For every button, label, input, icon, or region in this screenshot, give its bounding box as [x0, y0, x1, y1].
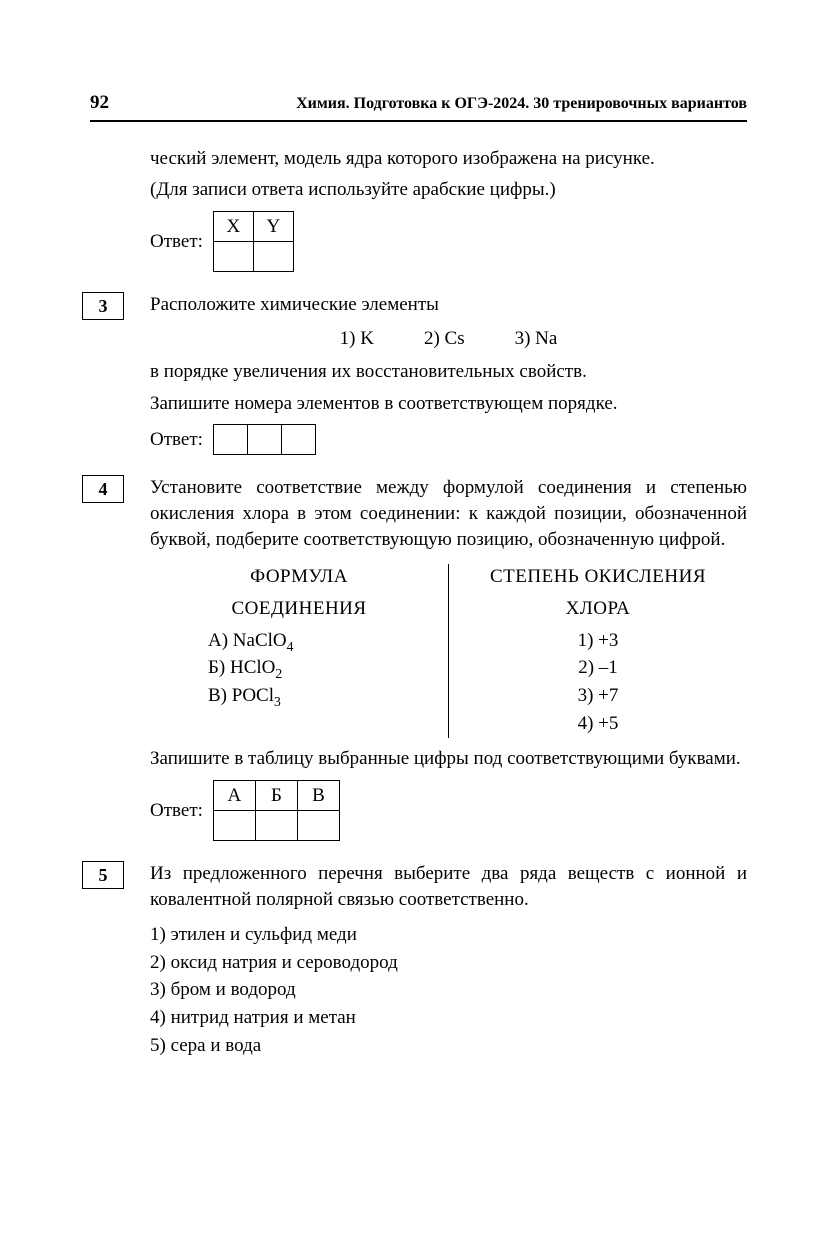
q3-cell-3[interactable] — [281, 425, 315, 455]
fragment-block: ческий элемент, модель ядра которого изо… — [150, 146, 747, 272]
q5-opt3: 3) бром и водород — [150, 977, 747, 1003]
task-number-3: 3 — [82, 292, 124, 320]
q4-header-v: В — [297, 780, 339, 810]
q5-options-list: 1) этилен и сульфид меди 2) оксид натрия… — [150, 922, 747, 1058]
q4-degree-list: 1) +3 2) –1 3) +7 4) +5 — [465, 628, 731, 737]
page-number: 92 — [90, 90, 109, 116]
question-4: 4 Установите соответствие между формулой… — [150, 475, 747, 840]
fragment-line1: ческий элемент, модель ядра которого изо… — [150, 146, 747, 172]
answer-label: Ответ: — [150, 229, 203, 255]
task-number-4: 4 — [82, 475, 124, 503]
q3-opt1: 1) K — [340, 326, 374, 352]
xy-header-y: Y — [253, 211, 293, 241]
q3-line3: Запишите номера элементов в соответствую… — [150, 391, 747, 417]
q3-opt2: 2) Cs — [424, 326, 465, 352]
q4-cell-v[interactable] — [297, 810, 339, 840]
xy-table: X Y — [213, 211, 294, 272]
q4-answer-row: Ответ: А Б В — [150, 780, 747, 841]
q3-cell-1[interactable] — [213, 425, 247, 455]
q3-answer-table — [213, 424, 316, 455]
q4-cell-a[interactable] — [213, 810, 255, 840]
q5-opt5: 5) сера и вода — [150, 1033, 747, 1059]
q4-instruction: Запишите в таблицу выбранные цифры под с… — [150, 746, 747, 772]
q4-header-b: Б — [255, 780, 297, 810]
xy-cell-x[interactable] — [213, 241, 253, 271]
q5-opt2: 2) оксид натрия и сероводород — [150, 950, 747, 976]
q4-col-left: ФОРМУЛА СОЕДИНЕНИЯ А) NaClO4 Б) HClO2 В)… — [150, 564, 449, 738]
q5-opt1: 1) этилен и сульфид меди — [150, 922, 747, 948]
q4-formula-v: В) POCl3 — [208, 683, 432, 709]
header-title: Химия. Подготовка к ОГЭ-2024. 30 трениро… — [296, 93, 747, 115]
question-5: 5 Из предложенного перечня выберите два … — [150, 861, 747, 1058]
q4-answer-table: А Б В — [213, 780, 340, 841]
xy-header-x: X — [213, 211, 253, 241]
q4-right-header1: СТЕПЕНЬ ОКИСЛЕНИЯ — [465, 564, 731, 590]
question-3: 3 Расположите химические элементы 1) K 2… — [150, 292, 747, 456]
q4-cell-b[interactable] — [255, 810, 297, 840]
q3-line2: в порядке увеличения их восстановительны… — [150, 359, 747, 385]
q4-right-header2: ХЛОРА — [465, 596, 731, 622]
q4-col-right: СТЕПЕНЬ ОКИСЛЕНИЯ ХЛОРА 1) +3 2) –1 3) +… — [449, 564, 747, 738]
q5-prompt: Из предложенного перечня выберите два ря… — [150, 861, 747, 912]
q4-deg4: 4) +5 — [465, 711, 731, 737]
task-number-5: 5 — [82, 861, 124, 889]
q3-opt3: 3) Na — [515, 326, 558, 352]
page-header: 92 Химия. Подготовка к ОГЭ-2024. 30 трен… — [90, 90, 747, 122]
q4-deg1: 1) +3 — [465, 628, 731, 654]
q4-formula-a: А) NaClO4 — [208, 628, 432, 654]
answer-xy-row: Ответ: X Y — [150, 211, 747, 272]
q3-answer-label: Ответ: — [150, 427, 203, 453]
xy-cell-y[interactable] — [253, 241, 293, 271]
q4-answer-label: Ответ: — [150, 798, 203, 824]
q3-prompt: Расположите химические элементы — [150, 292, 747, 318]
q4-deg3: 3) +7 — [465, 683, 731, 709]
q5-opt4: 4) нитрид натрия и метан — [150, 1005, 747, 1031]
q4-formula-b: Б) HClO2 — [208, 655, 432, 681]
q4-formula-list: А) NaClO4 Б) HClO2 В) POCl3 — [166, 628, 432, 709]
fragment-line2: (Для записи ответа используйте арабские … — [150, 177, 747, 203]
q3-cell-2[interactable] — [247, 425, 281, 455]
q3-options: 1) K 2) Cs 3) Na — [150, 326, 747, 352]
q3-answer-row: Ответ: — [150, 424, 747, 455]
q4-header-a: А — [213, 780, 255, 810]
q4-prompt: Установите соответствие между формулой с… — [150, 475, 747, 552]
q4-left-header2: СОЕДИНЕНИЯ — [166, 596, 432, 622]
q4-deg2: 2) –1 — [465, 655, 731, 681]
q4-left-header1: ФОРМУЛА — [166, 564, 432, 590]
q4-two-col: ФОРМУЛА СОЕДИНЕНИЯ А) NaClO4 Б) HClO2 В)… — [150, 564, 747, 738]
